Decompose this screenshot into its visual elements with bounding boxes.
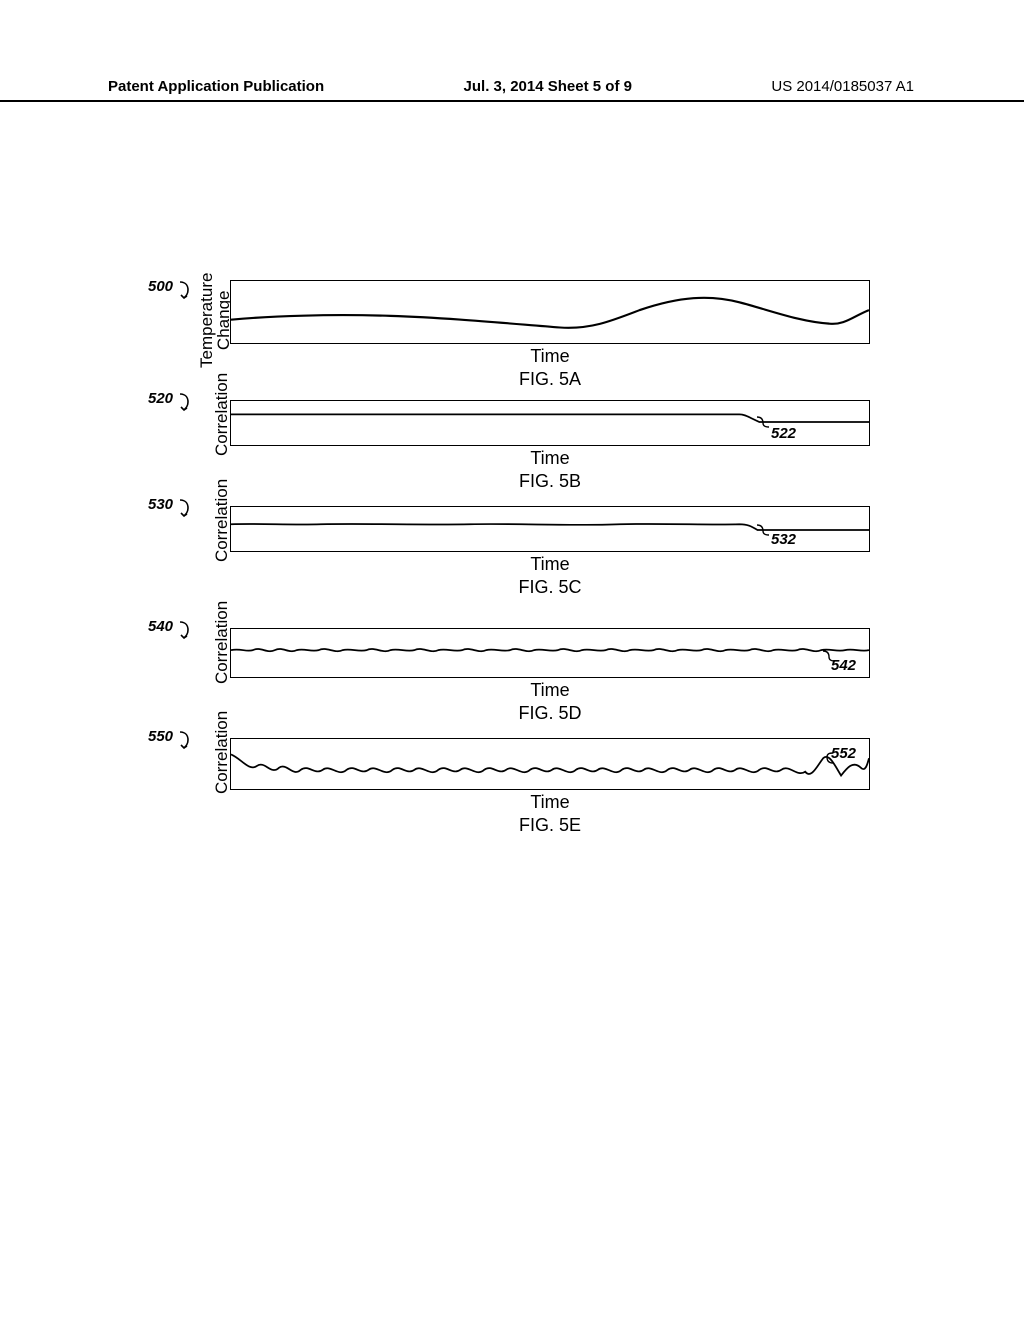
figure-block-520: 520Correlation522TimeFIG. 5B xyxy=(150,400,890,492)
page-header: Patent Application Publication Jul. 3, 2… xyxy=(0,78,1024,102)
figure-block-500: 500TemperatureChangeTimeFIG. 5A xyxy=(150,280,890,390)
ref-hook-icon xyxy=(178,730,196,757)
data-curve xyxy=(231,649,869,651)
ref-number: 530 xyxy=(148,496,173,513)
ref-number: 500 xyxy=(148,278,173,295)
plot-box: 532 xyxy=(230,506,870,552)
ref-hook-icon xyxy=(178,280,196,307)
ref-number: 540 xyxy=(148,618,173,635)
data-curve xyxy=(231,524,869,530)
figure-block-550: 550Correlation552TimeFIG. 5E xyxy=(150,738,890,836)
header-center: Jul. 3, 2014 Sheet 5 of 9 xyxy=(464,78,632,95)
curve-ref-hook-icon xyxy=(755,523,771,544)
figure-caption: FIG. 5C xyxy=(230,577,870,598)
header-left: Patent Application Publication xyxy=(108,78,324,95)
header-right: US 2014/0185037 A1 xyxy=(771,78,914,95)
ref-number: 550 xyxy=(148,728,173,745)
y-axis-label: TemperatureChange xyxy=(198,273,232,368)
y-axis-label: Correlation xyxy=(212,601,232,684)
figure-block-540: 540Correlation542TimeFIG. 5D xyxy=(150,628,890,724)
y-axis-label: Correlation xyxy=(212,711,232,794)
data-curve xyxy=(231,298,869,328)
data-curve xyxy=(231,414,869,422)
curve-ref-hook-icon xyxy=(755,415,771,436)
y-axis-label: Correlation xyxy=(212,373,232,456)
figure-caption: FIG. 5A xyxy=(230,369,870,390)
curve-ref-number: 522 xyxy=(771,425,796,442)
curve-ref-number: 532 xyxy=(771,531,796,548)
ref-number: 520 xyxy=(148,390,173,407)
plot-svg xyxy=(231,629,869,677)
plot-box xyxy=(230,280,870,344)
figure-caption: FIG. 5B xyxy=(230,471,870,492)
y-axis-label: Correlation xyxy=(212,479,232,562)
ref-hook-icon xyxy=(178,392,196,419)
x-axis-label: Time xyxy=(230,680,870,701)
figure-caption: FIG. 5E xyxy=(230,815,870,836)
curve-ref-hook-icon xyxy=(821,751,837,770)
figure-caption: FIG. 5D xyxy=(230,703,870,724)
x-axis-label: Time xyxy=(230,792,870,813)
ref-hook-icon xyxy=(178,498,196,525)
figure-block-530: 530Correlation532TimeFIG. 5C xyxy=(150,506,890,598)
plot-svg xyxy=(231,281,869,343)
x-axis-label: Time xyxy=(230,448,870,469)
plot-svg xyxy=(231,739,869,789)
ref-hook-icon xyxy=(178,620,196,647)
plot-box: 522 xyxy=(230,400,870,446)
x-axis-label: Time xyxy=(230,554,870,575)
data-curve xyxy=(231,754,869,775)
figures-container: 500TemperatureChangeTimeFIG. 5A520 Correl… xyxy=(150,280,890,836)
plot-box: 552 xyxy=(230,738,870,790)
x-axis-label: Time xyxy=(230,346,870,367)
plot-box: 542 xyxy=(230,628,870,678)
curve-ref-hook-icon xyxy=(821,649,837,670)
